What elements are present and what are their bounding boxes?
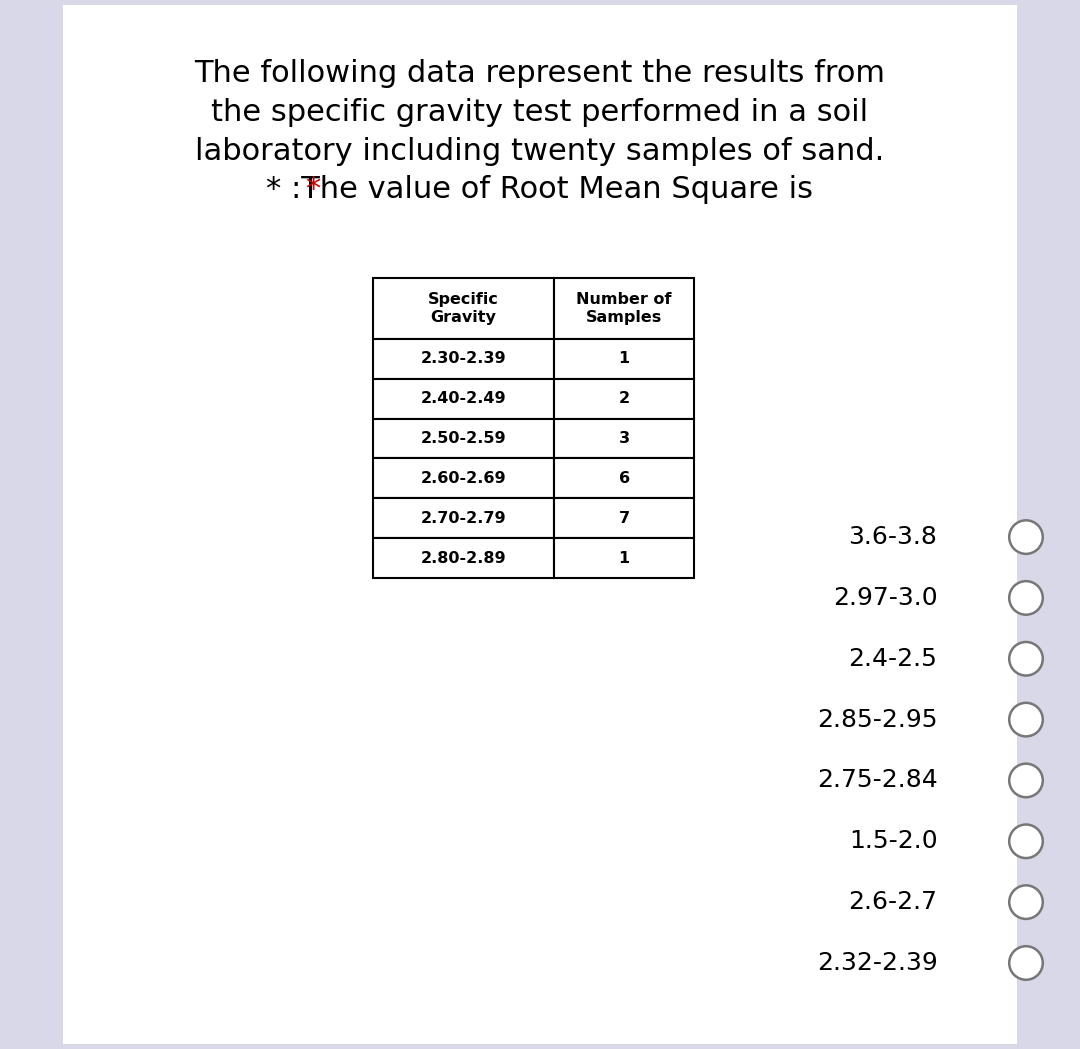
Bar: [554, 339, 694, 379]
Bar: [373, 278, 554, 339]
Bar: [554, 379, 694, 419]
Ellipse shape: [1009, 764, 1043, 797]
Ellipse shape: [1009, 520, 1043, 554]
Bar: [373, 458, 554, 498]
Bar: [373, 339, 554, 379]
Text: 2.85-2.95: 2.85-2.95: [816, 708, 937, 731]
Text: 1: 1: [619, 351, 630, 366]
Text: 2.80-2.89: 2.80-2.89: [420, 551, 507, 565]
Ellipse shape: [1009, 946, 1043, 980]
Bar: [373, 498, 554, 538]
Text: 3.6-3.8: 3.6-3.8: [849, 526, 937, 549]
Text: 7: 7: [619, 511, 630, 526]
Text: 2.4-2.5: 2.4-2.5: [849, 647, 937, 670]
Bar: [63, 5, 1017, 1044]
Bar: [554, 278, 694, 339]
Text: 1: 1: [619, 551, 630, 565]
Text: *: *: [306, 175, 321, 205]
Bar: [373, 379, 554, 419]
Bar: [373, 419, 554, 458]
Text: 2.60-2.69: 2.60-2.69: [420, 471, 507, 486]
Text: 1.5-2.0: 1.5-2.0: [849, 830, 937, 853]
Ellipse shape: [1009, 581, 1043, 615]
Text: Number of
Samples: Number of Samples: [577, 293, 672, 324]
Text: 2.40-2.49: 2.40-2.49: [420, 391, 507, 406]
Text: 2.97-3.0: 2.97-3.0: [833, 586, 937, 609]
Text: 2.75-2.84: 2.75-2.84: [816, 769, 937, 792]
Ellipse shape: [1009, 642, 1043, 676]
Text: 2: 2: [619, 391, 630, 406]
Text: 3: 3: [619, 431, 630, 446]
Text: Specific
Gravity: Specific Gravity: [428, 293, 499, 324]
Bar: [373, 538, 554, 578]
Text: the specific gravity test performed in a soil: the specific gravity test performed in a…: [212, 98, 868, 127]
Text: 2.32-2.39: 2.32-2.39: [816, 951, 937, 975]
Text: 6: 6: [619, 471, 630, 486]
Bar: [554, 419, 694, 458]
Text: 2.30-2.39: 2.30-2.39: [420, 351, 507, 366]
Text: 2.70-2.79: 2.70-2.79: [420, 511, 507, 526]
Text: 2.6-2.7: 2.6-2.7: [849, 891, 937, 914]
Text: 2.50-2.59: 2.50-2.59: [420, 431, 507, 446]
Ellipse shape: [1009, 703, 1043, 736]
Bar: [554, 458, 694, 498]
Ellipse shape: [1009, 825, 1043, 858]
Text: laboratory including twenty samples of sand.: laboratory including twenty samples of s…: [195, 136, 885, 166]
Ellipse shape: [1009, 885, 1043, 919]
Bar: [554, 538, 694, 578]
Text: * :The value of Root Mean Square is: * :The value of Root Mean Square is: [267, 175, 813, 205]
Text: The following data represent the results from: The following data represent the results…: [194, 59, 886, 88]
Bar: [554, 498, 694, 538]
